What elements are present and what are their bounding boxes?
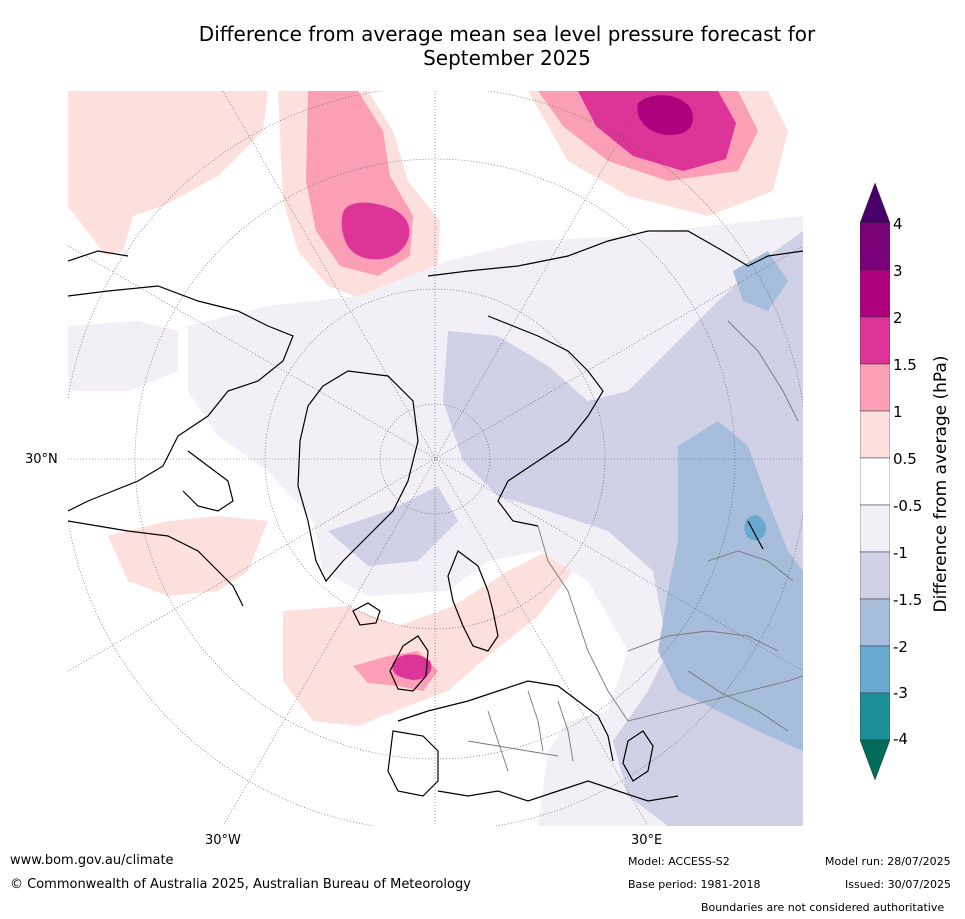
anomaly-area-north-canada-light	[68, 321, 178, 391]
country-borders	[467, 320, 803, 772]
coastline-iceland	[352, 602, 381, 626]
coastline-russia-arctic	[487, 315, 604, 527]
anomaly-area-siberia-peak	[637, 95, 694, 136]
colorbar-tick: 2	[893, 309, 903, 327]
coastline-europe	[397, 680, 614, 762]
coastline-siberia	[427, 230, 803, 277]
coastline-mediterranean	[437, 780, 679, 802]
border-china	[687, 670, 789, 732]
colorbar-tick: 3	[893, 262, 903, 280]
meridian-a	[222, 91, 649, 826]
negative-anomaly-strong-areas	[658, 251, 803, 751]
anomaly-area-north-atlantic-strong	[341, 202, 410, 260]
map-canvas	[68, 91, 803, 826]
coastline-alaska-side	[68, 250, 129, 262]
colorbar-segment	[859, 222, 891, 271]
coastline-hudson-bay	[182, 450, 234, 512]
coastline-scandinavia	[447, 550, 499, 652]
label-30e: 30°E	[631, 833, 663, 848]
label-30w: 30°W	[205, 833, 241, 848]
anomaly-area-central-asia-strong	[658, 421, 803, 751]
footer-model: Model: ACCESS-S2	[628, 855, 730, 868]
colorbar-segment	[859, 692, 891, 741]
colorbar-extend-max	[859, 182, 891, 224]
coastline-north-america-east	[68, 520, 244, 607]
anomaly-area-far-east-strong	[733, 251, 788, 311]
footer-base-period: Base period: 1981-2018	[628, 878, 761, 891]
border-europe-1	[487, 710, 509, 772]
title-line-2: September 2025	[423, 46, 591, 70]
colorbar-segment	[859, 269, 891, 318]
anomaly-area-canada-pink	[68, 91, 268, 256]
colorbar-tick: 1	[893, 403, 903, 421]
colorbar-tick: -0.5	[893, 497, 923, 515]
border-europe-2	[527, 690, 544, 752]
meridian-c	[68, 245, 803, 672]
anomaly-area-europe-pink	[283, 546, 573, 726]
border-russia-west	[537, 525, 629, 722]
colorbar-tick: -2	[893, 638, 908, 656]
footer-boundaries-note: Boundaries are not considered authoritat…	[701, 901, 945, 914]
coastline-lake-baikal	[747, 520, 764, 550]
colorbar-segment	[859, 316, 891, 365]
footer-copyright: © Commonwealth of Australia 2025, Austra…	[10, 877, 471, 892]
coastline-canada	[68, 285, 294, 512]
border-mongolia	[707, 550, 794, 582]
anomaly-area-mongolia-peak	[744, 515, 767, 541]
colorbar-title: Difference from average (hPa)	[931, 355, 951, 613]
footer-issued: Issued: 30/07/2025	[845, 878, 952, 891]
colorbar-graphic	[859, 182, 891, 781]
anomaly-area-eurasia-light	[188, 216, 803, 826]
footer-url: www.bom.gov.au/climate	[10, 853, 174, 868]
chart-title: Difference from average mean sea level p…	[0, 22, 965, 70]
meridian-b	[222, 91, 649, 826]
border-europe-4	[467, 740, 559, 757]
colorbar-segment	[859, 410, 891, 459]
colorbar-tick: 0.5	[893, 450, 917, 468]
colorbar-tick: -1.5	[893, 591, 923, 609]
colorbar-segment	[859, 457, 891, 506]
colorbar	[859, 182, 891, 781]
coastline-uk	[389, 635, 429, 692]
coastline-greenland	[297, 370, 419, 583]
coastlines	[68, 230, 803, 802]
border-asia-east	[727, 320, 799, 422]
colorbar-tick: 4	[893, 215, 903, 233]
pressure-anomaly-map	[68, 91, 803, 826]
label-30n: 30°N	[25, 452, 58, 467]
title-line-1: Difference from average mean sea level p…	[198, 22, 816, 46]
anomaly-area-uk-strong	[392, 654, 432, 680]
colorbar-extend-min	[859, 739, 891, 781]
border-europe-3	[557, 700, 574, 762]
anomaly-area-greenland-medium	[328, 486, 458, 566]
negative-anomaly-light-areas	[68, 216, 803, 826]
colorbar-tick: -3	[893, 684, 908, 702]
colorbar-segment	[859, 504, 891, 553]
colorbar-segment	[859, 598, 891, 647]
colorbar-tick: -4	[893, 730, 908, 748]
coastline-caspian	[622, 730, 654, 782]
map-graticule	[68, 91, 803, 826]
footer-model-run: Model run: 28/07/2025	[825, 855, 951, 868]
meridian-d	[68, 245, 803, 672]
border-kazakhstan	[627, 630, 779, 652]
colorbar-segment	[859, 645, 891, 694]
colorbar-tick: -1	[893, 544, 908, 562]
colorbar-segment	[859, 551, 891, 600]
colorbar-segment	[859, 363, 891, 412]
colorbar-tick: 1.5	[893, 356, 917, 374]
coastline-iberia	[387, 730, 439, 797]
anomaly-area-mid-atlantic-pink	[108, 516, 268, 596]
